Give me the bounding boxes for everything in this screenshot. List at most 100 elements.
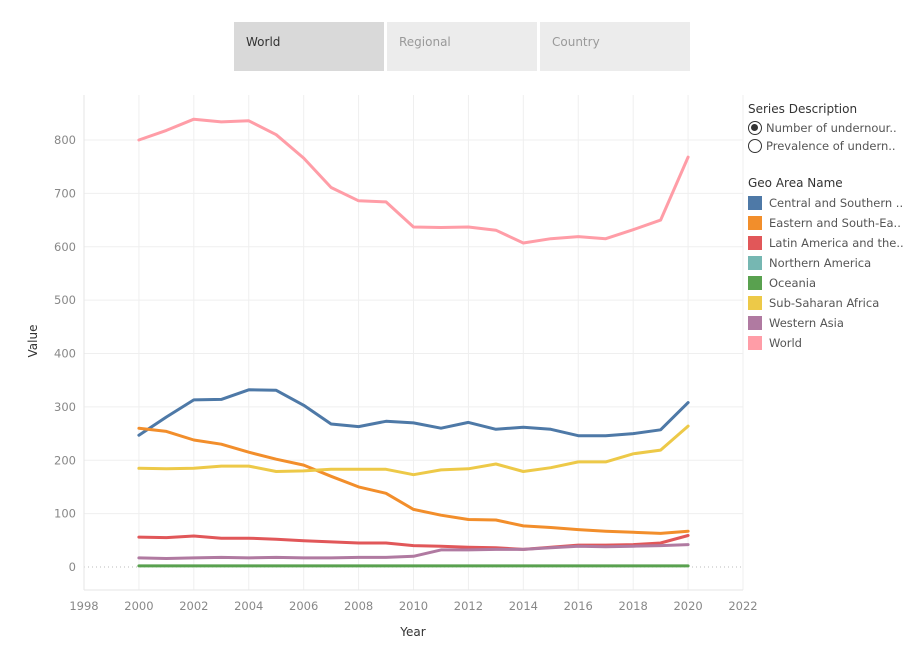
x-tick-label: 2006 xyxy=(289,599,318,613)
legend-item[interactable]: Latin America and the.. xyxy=(748,233,904,253)
data-point xyxy=(137,139,140,142)
data-point xyxy=(467,548,470,551)
x-axis-label: Year xyxy=(399,625,425,639)
data-point xyxy=(659,544,662,547)
legend-item[interactable]: Oceania xyxy=(748,273,904,293)
data-point xyxy=(165,430,168,433)
tab-country[interactable]: Country xyxy=(540,22,690,71)
data-point xyxy=(357,468,360,471)
data-point xyxy=(494,428,497,431)
data-point xyxy=(412,555,415,558)
series-eastern-and-south-eastern-asia xyxy=(137,426,690,535)
data-point xyxy=(302,157,305,160)
data-point xyxy=(275,556,278,559)
data-point xyxy=(357,556,360,559)
x-tick-label: 2010 xyxy=(399,599,428,613)
data-point xyxy=(137,556,140,559)
data-point xyxy=(549,564,552,567)
data-point xyxy=(687,564,690,567)
data-point xyxy=(632,545,635,548)
data-point xyxy=(467,467,470,470)
series-option-prevalence[interactable]: Prevalence of undern.. xyxy=(748,137,897,155)
legend-swatch-icon xyxy=(748,196,762,210)
data-point xyxy=(439,564,442,567)
data-point xyxy=(632,228,635,231)
data-point xyxy=(192,556,195,559)
data-point xyxy=(659,428,662,431)
legend-swatch-icon xyxy=(748,216,762,230)
gridlines xyxy=(83,95,744,591)
y-tick-label: 300 xyxy=(54,400,76,414)
data-point xyxy=(330,540,333,543)
data-point xyxy=(549,546,552,549)
data-point xyxy=(220,465,223,468)
x-tick-label: 1998 xyxy=(69,599,98,613)
data-point xyxy=(604,545,607,548)
radio-selected-icon[interactable] xyxy=(748,121,762,135)
legend-item[interactable]: Eastern and South-Ea.. xyxy=(748,213,904,233)
data-point xyxy=(522,524,525,527)
data-point xyxy=(165,416,168,419)
data-point xyxy=(357,199,360,202)
legend-swatch-icon xyxy=(748,316,762,330)
data-point xyxy=(165,467,168,470)
legend-swatch-icon xyxy=(748,236,762,250)
data-point xyxy=(357,485,360,488)
data-point xyxy=(137,434,140,437)
data-point xyxy=(549,526,552,529)
legend-item[interactable]: Northern America xyxy=(748,253,904,273)
y-tick-label: 0 xyxy=(69,560,76,574)
legend-label: Northern America xyxy=(769,256,872,270)
y-axis-ticks: 0 100 200 300 400 500 600 700 800 xyxy=(54,133,76,574)
data-point xyxy=(302,556,305,559)
data-point xyxy=(247,564,250,567)
data-point xyxy=(275,564,278,567)
data-point xyxy=(275,133,278,136)
x-tick-label: 2008 xyxy=(344,599,373,613)
data-point xyxy=(412,473,415,476)
legend-label: World xyxy=(769,336,802,350)
series-western-asia xyxy=(137,543,690,560)
series-central-and-southern-asia xyxy=(137,388,690,438)
data-point xyxy=(604,564,607,567)
data-point xyxy=(439,468,442,471)
data-point xyxy=(247,537,250,540)
data-point xyxy=(357,425,360,428)
series-world xyxy=(137,117,690,245)
data-point xyxy=(220,443,223,446)
x-tick-label: 2020 xyxy=(673,599,702,613)
y-tick-label: 800 xyxy=(54,133,76,147)
radio-unselected-icon[interactable] xyxy=(748,139,762,153)
x-tick-label: 2022 xyxy=(728,599,757,613)
data-point xyxy=(549,466,552,469)
legend-item[interactable]: Sub-Saharan Africa xyxy=(748,293,904,313)
data-point xyxy=(577,545,580,548)
tab-world[interactable]: World xyxy=(234,22,384,71)
data-point xyxy=(604,434,607,437)
legend-swatch-icon xyxy=(748,336,762,350)
series-oceania xyxy=(137,564,690,568)
data-point xyxy=(385,468,388,471)
data-point xyxy=(467,546,470,549)
legend-item[interactable]: World xyxy=(748,333,904,353)
data-point xyxy=(192,564,195,567)
data-point xyxy=(192,118,195,121)
data-point xyxy=(577,460,580,463)
x-tick-label: 2012 xyxy=(454,599,483,613)
data-point xyxy=(687,401,690,404)
data-point xyxy=(632,452,635,455)
data-point xyxy=(522,242,525,245)
data-point xyxy=(137,564,140,567)
data-point xyxy=(220,564,223,567)
tab-regional[interactable]: Regional xyxy=(387,22,537,71)
legend-item[interactable]: Central and Southern .. xyxy=(748,193,904,213)
series-option-number[interactable]: Number of undernour.. xyxy=(748,119,897,137)
data-point xyxy=(577,564,580,567)
legend-item[interactable]: Western Asia xyxy=(748,313,904,333)
data-point xyxy=(357,541,360,544)
data-point xyxy=(412,421,415,424)
data-point xyxy=(604,530,607,533)
data-point xyxy=(604,237,607,240)
data-point xyxy=(632,564,635,567)
